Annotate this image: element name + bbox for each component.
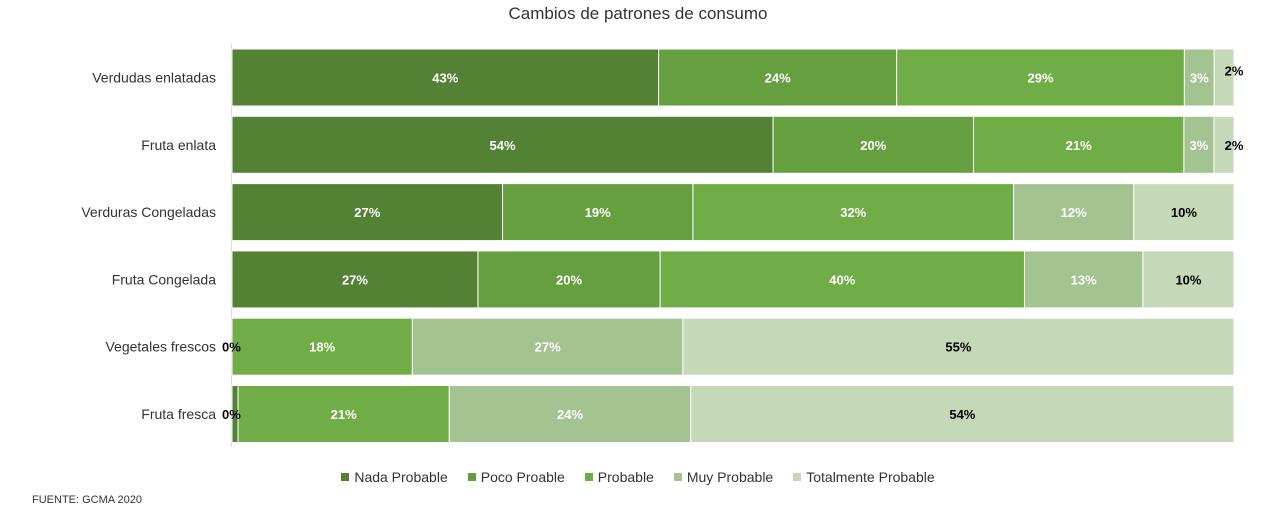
data-label: 24% [557, 407, 583, 422]
bar-segment [682, 317, 1235, 376]
legend-swatch [673, 473, 682, 481]
source-note: FUENTE: GCMA 2020 [32, 494, 143, 506]
bar-segment [477, 250, 661, 309]
bar-segment [692, 183, 1015, 242]
bar-segment [231, 115, 774, 174]
legend-swatch [793, 473, 802, 481]
data-label: 54% [490, 138, 516, 153]
bar-segment [1013, 183, 1135, 242]
bar-segment [411, 317, 684, 376]
bar-segment [690, 385, 1235, 443]
legend-label: Nada Probable [354, 469, 448, 485]
bar-segment [1133, 183, 1235, 242]
data-label: 3% [1190, 138, 1209, 153]
legend-item: Nada Probable [341, 469, 448, 485]
bar-segment [1023, 250, 1144, 309]
category-label: Fruta Congelada [112, 271, 217, 287]
data-label: 32% [840, 205, 866, 220]
category-label: Vegetales frescos [105, 339, 216, 355]
data-label: 3% [1190, 71, 1209, 86]
bar-segment [1213, 115, 1235, 174]
category-label: Verdudas enlatadas [92, 70, 216, 86]
bar-segment [1183, 48, 1215, 107]
bar-segment [231, 250, 479, 309]
data-label: 0% [222, 340, 241, 355]
legend-label: Probable [597, 469, 654, 485]
data-label: 40% [829, 272, 855, 287]
legend-label: Totalmente Probable [806, 469, 935, 485]
legend-swatch [584, 473, 593, 481]
data-label: 10% [1171, 205, 1197, 220]
data-label: 21% [331, 407, 357, 422]
bar-segment [231, 48, 660, 107]
stacked-bar-chart: Verdudas enlatadas 43% 24% 29% 3% 2% Fruta enl… [81, 44, 1244, 447]
data-label: 20% [556, 272, 582, 287]
legend-item: Totalmente Probable [793, 469, 935, 485]
legend-swatch [341, 473, 350, 481]
data-label: 55% [945, 340, 971, 355]
data-label: 24% [765, 71, 791, 86]
data-label: 43% [432, 71, 458, 86]
legend-swatch [467, 473, 476, 481]
legend-item: Probable [584, 469, 654, 485]
data-label: 12% [1061, 205, 1087, 220]
legend-label: Poco Proable [480, 469, 565, 485]
bar-segment [1213, 48, 1235, 107]
data-label: 2% [1225, 138, 1244, 153]
data-label: 29% [1028, 71, 1054, 86]
data-label: 0% [222, 407, 241, 422]
data-label: 13% [1071, 272, 1097, 287]
bar-segment [972, 115, 1185, 174]
data-label: 54% [949, 407, 975, 422]
data-label: 19% [585, 205, 611, 220]
category-label: Verduras Congeladas [81, 204, 216, 220]
bar-segment [896, 48, 1185, 107]
data-label: 10% [1175, 272, 1201, 287]
chart-title: Cambios de patrones de consumo [508, 4, 768, 23]
legend-item: Poco Proable [467, 469, 565, 485]
legend: Nada Probable Poco Proable Probable Muy Pro… [0, 469, 1276, 485]
bar-segment [1142, 250, 1235, 309]
bar-segment [1183, 115, 1215, 174]
data-label: 20% [860, 138, 886, 153]
data-label: 27% [342, 272, 368, 287]
legend-label: Muy Probable [686, 469, 774, 485]
bar-segment [772, 115, 974, 174]
bar-segment [659, 250, 1025, 309]
legend-item: Muy Probable [673, 469, 774, 485]
data-label: 27% [535, 340, 561, 355]
bar-segment [502, 183, 694, 242]
category-label: Fruta fresca [141, 406, 216, 422]
data-label: 27% [354, 205, 380, 220]
bar-segment [448, 385, 692, 443]
bar-segment [658, 48, 898, 107]
data-label: 2% [1225, 64, 1244, 79]
bar-segment [231, 317, 413, 376]
data-label: 21% [1066, 138, 1092, 153]
bar-segment [237, 385, 450, 443]
category-label: Fruta enlata [141, 137, 216, 153]
data-label: 18% [309, 340, 335, 355]
